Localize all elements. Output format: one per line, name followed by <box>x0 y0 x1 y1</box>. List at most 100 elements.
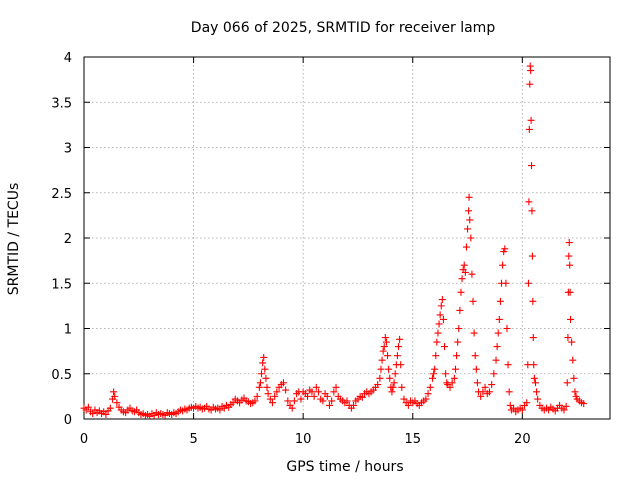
data-point <box>456 306 464 314</box>
data-point <box>430 370 438 378</box>
data-point <box>462 243 470 251</box>
data-point <box>332 383 340 391</box>
data-point <box>524 361 532 369</box>
data-point <box>580 400 588 408</box>
data-point <box>453 352 461 360</box>
data-point <box>524 279 532 287</box>
data-point <box>470 329 478 337</box>
data-point <box>454 338 462 346</box>
data-point <box>457 288 465 296</box>
data-point <box>310 392 318 400</box>
data-points <box>80 62 588 420</box>
x-tick-labels: 0 5 10 15 20 <box>80 432 531 447</box>
data-point <box>501 245 509 253</box>
data-point <box>89 410 97 418</box>
data-point <box>312 383 320 391</box>
data-point <box>496 297 504 305</box>
data-point <box>255 383 263 391</box>
data-point <box>384 352 392 360</box>
data-point <box>315 388 323 396</box>
x-tick-label: 15 <box>404 432 421 447</box>
data-point <box>358 393 366 401</box>
data-point <box>388 388 396 396</box>
data-point <box>527 67 535 75</box>
data-point <box>290 397 298 405</box>
data-point <box>393 352 401 360</box>
data-point <box>431 365 439 373</box>
data-point <box>288 404 296 412</box>
data-point <box>266 395 274 403</box>
data-point <box>504 361 512 369</box>
data-point <box>527 116 535 124</box>
data-point <box>510 404 518 412</box>
y-axis-label: SRMTID / TECUs <box>6 183 22 296</box>
data-point <box>568 338 576 346</box>
data-point <box>485 388 493 396</box>
data-point <box>379 347 387 355</box>
data-point <box>492 356 500 364</box>
data-point <box>503 325 511 332</box>
data-point <box>273 388 281 396</box>
data-point <box>529 334 537 342</box>
data-point <box>380 343 388 351</box>
data-point <box>396 335 404 343</box>
data-point <box>471 352 479 360</box>
y-tick-label: 1 <box>64 323 72 338</box>
x-tick-label: 20 <box>514 432 531 447</box>
data-point <box>111 392 119 400</box>
data-point <box>323 392 331 400</box>
data-point <box>264 390 272 398</box>
data-point <box>565 239 573 247</box>
data-point <box>271 392 279 400</box>
grid-lines <box>84 57 610 419</box>
data-point <box>493 343 501 351</box>
data-point <box>458 275 466 283</box>
data-point <box>102 410 110 418</box>
data-point <box>505 388 513 396</box>
y-tick-label: 1.5 <box>51 277 72 292</box>
x-tick-label: 0 <box>80 432 88 447</box>
data-point <box>467 234 475 242</box>
data-point <box>525 198 533 206</box>
y-tick-label: 3.5 <box>51 96 72 111</box>
data-point <box>328 397 336 405</box>
data-point <box>468 270 476 278</box>
data-point <box>563 379 571 387</box>
x-axis-label: GPS time / hours <box>286 459 403 475</box>
data-point <box>262 374 270 382</box>
data-point <box>528 252 536 260</box>
data-point <box>279 379 287 387</box>
y-tick-label: 0 <box>64 413 72 428</box>
data-point <box>571 388 579 396</box>
data-point <box>84 403 92 411</box>
data-point <box>391 370 399 378</box>
data-point <box>229 399 237 407</box>
data-point <box>566 261 574 269</box>
data-point <box>251 397 259 405</box>
data-point <box>256 379 264 387</box>
data-point <box>263 383 271 391</box>
data-point <box>260 353 268 361</box>
data-point <box>398 383 406 391</box>
data-point <box>465 207 473 215</box>
data-point <box>465 193 473 201</box>
data-point <box>308 388 316 396</box>
data-point <box>502 279 510 287</box>
y-tick-label: 2.5 <box>51 187 72 202</box>
data-point <box>569 356 577 364</box>
data-point <box>381 334 389 342</box>
data-point <box>570 374 578 382</box>
data-point <box>390 379 398 387</box>
data-point <box>446 383 454 391</box>
data-point <box>385 365 393 373</box>
data-point <box>518 406 526 414</box>
data-point <box>325 401 333 409</box>
y-tick-label: 2 <box>64 232 72 247</box>
data-point <box>442 370 450 378</box>
y-tick-labels: 0 0.5 1 1.5 2 2.5 3 3.5 4 <box>51 51 72 428</box>
data-point <box>530 374 538 382</box>
data-point <box>404 401 412 409</box>
data-point <box>374 381 382 389</box>
data-point <box>434 329 442 337</box>
